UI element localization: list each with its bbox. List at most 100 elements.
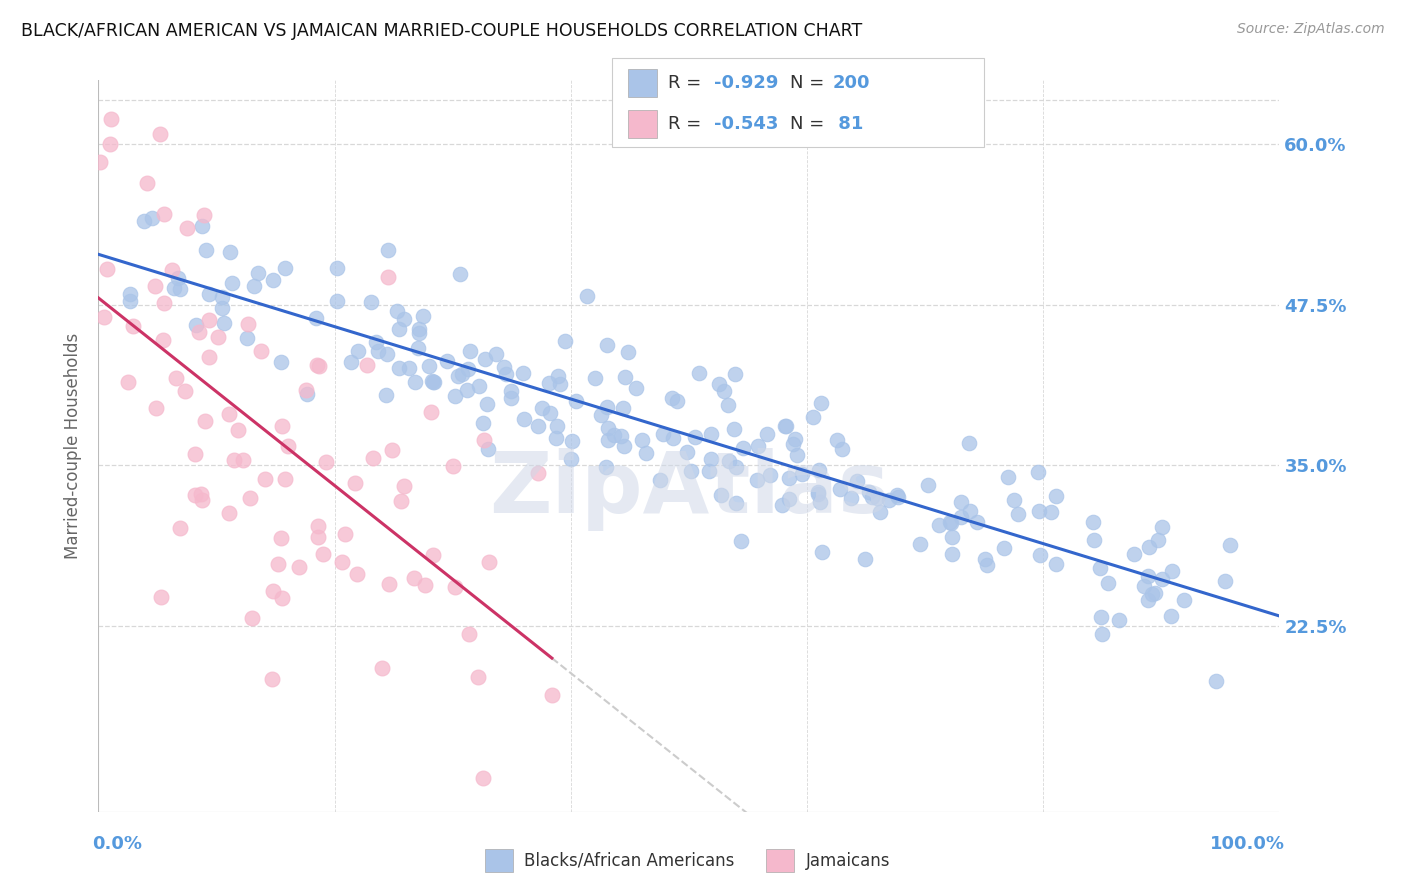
Point bbox=[184, 488, 207, 502]
Point bbox=[624, 381, 647, 395]
Point bbox=[1205, 674, 1227, 689]
Point bbox=[554, 334, 576, 348]
Point bbox=[408, 341, 430, 355]
Point bbox=[441, 458, 464, 473]
Point bbox=[811, 545, 834, 559]
Point bbox=[474, 352, 496, 367]
Point bbox=[775, 418, 797, 433]
Point bbox=[1045, 557, 1067, 571]
Point bbox=[860, 490, 883, 504]
Point bbox=[402, 571, 425, 585]
Point bbox=[326, 294, 349, 309]
Point bbox=[190, 219, 212, 233]
Point bbox=[218, 506, 240, 520]
Point bbox=[232, 452, 254, 467]
Point bbox=[444, 389, 467, 403]
Point bbox=[330, 555, 353, 569]
Point bbox=[226, 423, 249, 437]
Point bbox=[198, 313, 221, 327]
Point bbox=[271, 591, 294, 606]
Point bbox=[388, 361, 411, 376]
Point bbox=[100, 112, 122, 126]
Point bbox=[807, 463, 830, 477]
Text: 200: 200 bbox=[832, 74, 870, 92]
Text: ZipAtlas: ZipAtlas bbox=[489, 449, 889, 532]
Point bbox=[1083, 516, 1105, 530]
Point bbox=[458, 626, 481, 640]
Point bbox=[613, 370, 636, 384]
Text: N =: N = bbox=[790, 115, 830, 133]
Point bbox=[1108, 613, 1130, 627]
Point bbox=[340, 355, 363, 369]
Point bbox=[976, 558, 998, 572]
Point bbox=[451, 368, 474, 382]
Point bbox=[477, 442, 499, 456]
Point bbox=[160, 263, 183, 277]
Point bbox=[928, 517, 950, 532]
Point bbox=[307, 530, 329, 544]
Point bbox=[786, 448, 808, 462]
Point bbox=[239, 491, 262, 505]
Point bbox=[420, 374, 443, 388]
Point bbox=[315, 455, 337, 469]
Point bbox=[267, 557, 290, 571]
Point bbox=[724, 495, 747, 509]
Point bbox=[676, 445, 699, 459]
Point bbox=[1147, 533, 1170, 548]
Point bbox=[782, 436, 804, 450]
Point bbox=[308, 359, 330, 373]
Point bbox=[118, 287, 141, 301]
Point bbox=[136, 176, 159, 190]
Point bbox=[456, 383, 478, 397]
Point bbox=[295, 387, 318, 401]
Text: 100.0%: 100.0% bbox=[1211, 835, 1285, 853]
Point bbox=[839, 491, 862, 505]
Point bbox=[949, 509, 972, 524]
Point bbox=[360, 295, 382, 310]
Point bbox=[560, 452, 582, 467]
Point bbox=[118, 294, 141, 309]
Point bbox=[1144, 586, 1167, 600]
Point bbox=[187, 325, 209, 339]
Point bbox=[347, 343, 370, 358]
Point bbox=[343, 476, 366, 491]
Point bbox=[1091, 627, 1114, 641]
Point bbox=[198, 350, 221, 364]
Point bbox=[274, 260, 297, 275]
Point bbox=[1160, 564, 1182, 578]
Point bbox=[194, 414, 217, 428]
Point bbox=[966, 515, 988, 529]
Point bbox=[747, 439, 769, 453]
Point bbox=[612, 401, 634, 416]
Point bbox=[240, 611, 263, 625]
Text: BLACK/AFRICAN AMERICAN VS JAMAICAN MARRIED-COUPLE HOUSEHOLDS CORRELATION CHART: BLACK/AFRICAN AMERICAN VS JAMAICAN MARRI… bbox=[21, 22, 862, 40]
Point bbox=[527, 419, 550, 434]
Point bbox=[449, 268, 471, 282]
Point bbox=[783, 433, 806, 447]
Point bbox=[846, 474, 869, 488]
Point bbox=[688, 367, 710, 381]
Point bbox=[467, 670, 489, 684]
Point bbox=[475, 397, 498, 411]
Point bbox=[724, 367, 747, 381]
Point bbox=[831, 442, 853, 456]
Point bbox=[723, 422, 745, 436]
Point bbox=[610, 428, 633, 442]
Point bbox=[713, 384, 735, 398]
Point bbox=[810, 396, 832, 410]
Point bbox=[312, 547, 335, 561]
Point bbox=[808, 495, 831, 509]
Point bbox=[759, 467, 782, 482]
Point bbox=[1150, 520, 1173, 534]
Point bbox=[277, 439, 299, 453]
Point bbox=[287, 560, 309, 574]
Point bbox=[575, 289, 598, 303]
Point bbox=[236, 331, 259, 345]
Point bbox=[801, 409, 824, 424]
Point bbox=[778, 492, 800, 507]
Point bbox=[145, 401, 167, 415]
Point bbox=[193, 208, 215, 222]
Point bbox=[134, 214, 156, 228]
Point bbox=[1090, 610, 1112, 624]
Point bbox=[939, 515, 962, 529]
